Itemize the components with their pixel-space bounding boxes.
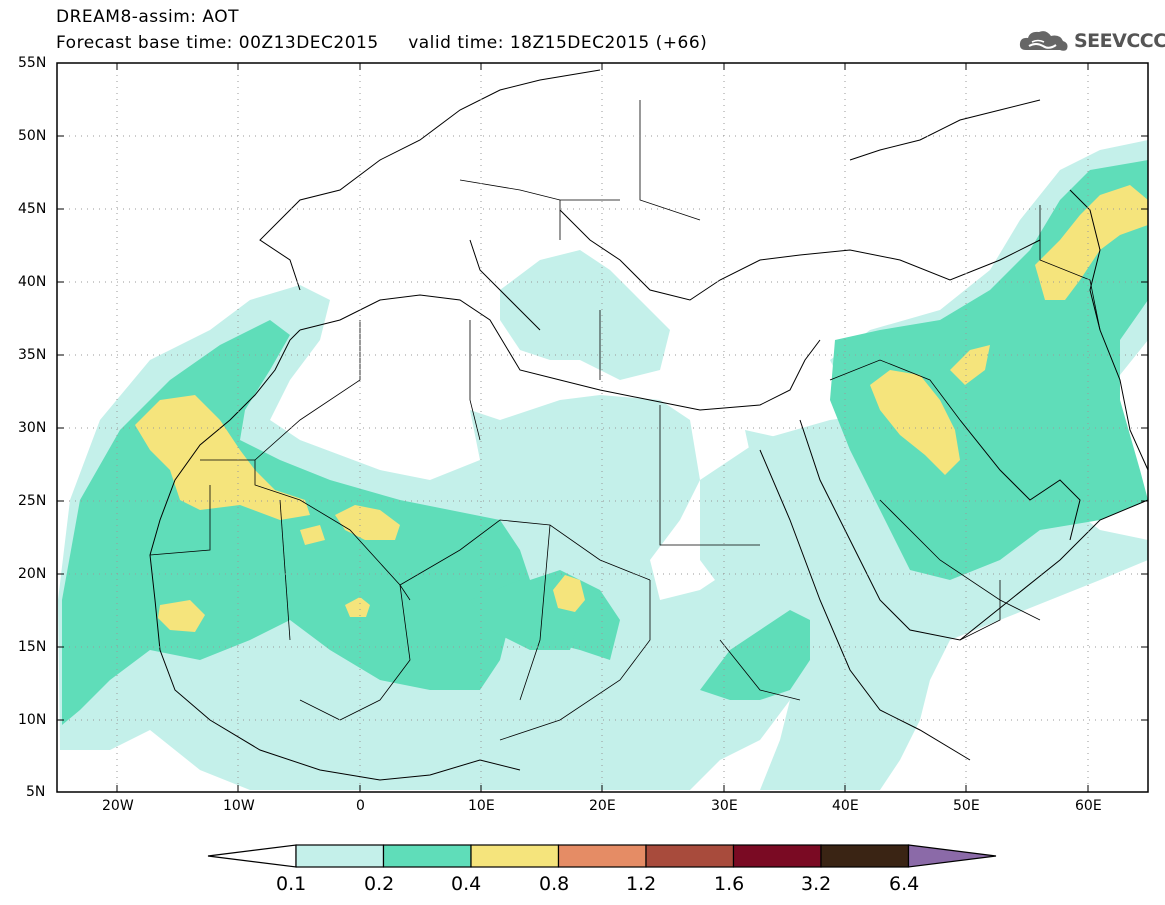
- lat-label: 50N: [18, 128, 47, 144]
- colorbar-label: 0.8: [539, 873, 570, 895]
- seevccc-logo: SEEVCCC: [1018, 28, 1165, 54]
- colorbar: [207, 844, 997, 868]
- forecast-time-info: Forecast base time: 00Z13DEC2015 valid t…: [56, 33, 708, 53]
- lon-label: 60E: [1075, 798, 1102, 814]
- colorbar-label: 0.1: [276, 873, 307, 895]
- colorbar-label: 3.2: [801, 873, 832, 895]
- brand-name: SEEVCCC: [1074, 30, 1165, 52]
- colorbar-bin-0.2: [382, 844, 472, 868]
- lon-label: 30E: [711, 798, 738, 814]
- colorbar-bin-0.8: [557, 844, 647, 868]
- cloud-logo-icon: [1019, 31, 1068, 51]
- lon-label: 20E: [589, 798, 616, 814]
- axis-ticks: [57, 63, 1148, 792]
- lon-label: 50E: [953, 798, 980, 814]
- lat-label: 30N: [18, 420, 47, 436]
- lon-label: 40E: [832, 798, 859, 814]
- colorbar-label: 0.4: [451, 873, 482, 895]
- lon-label: 20W: [102, 798, 134, 814]
- lat-label: 25N: [18, 493, 47, 509]
- lon-label: 0: [356, 798, 365, 814]
- colorbar-bin-1.2: [645, 844, 735, 868]
- colorbar-label: 0.2: [364, 873, 395, 895]
- colorbar-bin-0.4: [470, 844, 560, 868]
- lat-label: 45N: [18, 201, 47, 217]
- colorbar-label: 1.6: [714, 873, 745, 895]
- colorbar-over-arrow: [907, 844, 997, 868]
- lon-label: 10E: [468, 798, 495, 814]
- coastlines: [149, 69, 1148, 781]
- lat-label: 10N: [18, 712, 47, 728]
- colorbar-bin-3.2: [820, 844, 910, 868]
- lon-label: 10W: [223, 798, 255, 814]
- lat-label: 5N: [26, 784, 46, 800]
- colorbar-bin-1.6: [732, 844, 822, 868]
- lat-label: 55N: [18, 55, 47, 71]
- colorbar-label: 6.4: [889, 873, 920, 895]
- lat-label: 35N: [18, 347, 47, 363]
- country-borders: [149, 100, 1101, 741]
- lat-label: 40N: [18, 274, 47, 290]
- colorbar-bin-0.1: [295, 844, 385, 868]
- colorbar-label: 1.2: [626, 873, 657, 895]
- lat-label: 15N: [18, 639, 47, 655]
- lat-label: 20N: [18, 566, 47, 582]
- colorbar-under-arrow: [207, 844, 297, 868]
- map-title: DREAM8-assim: AOT: [56, 7, 240, 27]
